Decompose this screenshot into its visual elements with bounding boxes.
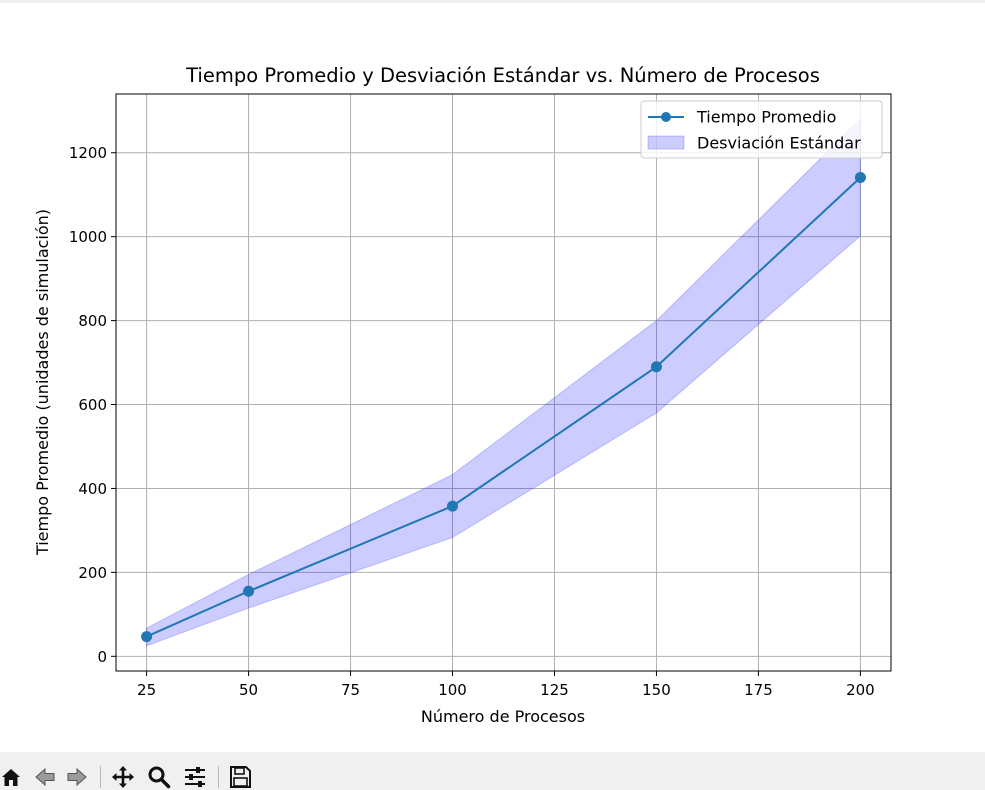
x-tick-label: 75: [341, 681, 360, 699]
back-button[interactable]: [32, 764, 58, 790]
std-band: [146, 117, 861, 647]
data-point: [854, 172, 866, 184]
data-point: [650, 361, 662, 373]
arrow-left-icon: [35, 767, 55, 787]
x-tick-label: 100: [438, 681, 467, 699]
std-band-area: [146, 117, 861, 647]
legend-label-band: Desviación Estándar: [697, 134, 861, 153]
save-button[interactable]: [227, 764, 253, 790]
x-axis-ticks: 25 50 75 100 125 150 175 200: [137, 671, 875, 699]
pan-button[interactable]: [110, 764, 136, 790]
x-tick-label: 200: [846, 681, 875, 699]
x-tick-label: 150: [642, 681, 671, 699]
move-icon: [112, 766, 134, 788]
toolbar-separator: [218, 766, 219, 788]
data-point: [243, 585, 255, 597]
y-tick-label: 400: [78, 480, 107, 498]
grid: [116, 94, 891, 671]
series-markers: [141, 172, 866, 643]
y-tick-label: 600: [78, 396, 107, 414]
navigation-toolbar: [0, 752, 985, 790]
floppy-disk-icon: [230, 766, 251, 788]
data-point: [447, 500, 459, 512]
window-top-strip: [0, 0, 985, 3]
configure-button[interactable]: [182, 764, 208, 790]
legend-box: [640, 100, 883, 159]
forward-button[interactable]: [64, 764, 90, 790]
y-tick-label: 1000: [69, 228, 107, 246]
y-tick-label: 1200: [69, 144, 107, 162]
y-tick-label: 200: [78, 564, 107, 582]
y-axis-ticks: 0 200 400 600 800 1000 1200: [69, 144, 116, 666]
y-tick-label: 800: [78, 312, 107, 330]
data-point: [141, 631, 153, 643]
legend-band-swatch: [647, 135, 685, 150]
chart-title: Tiempo Promedio y Desviación Estándar vs…: [185, 64, 820, 87]
legend-label-line: Tiempo Promedio: [696, 108, 836, 127]
home-button[interactable]: [0, 764, 24, 790]
chart: 25 50 75 100 125 150 175 200 0 200 400 600 800 1000 1…: [33, 64, 892, 726]
x-axis-label: Número de Procesos: [421, 707, 585, 726]
figure-canvas: 25 50 75 100 125 150 175 200 0 200 400 600 800 1000 1…: [33, 64, 892, 726]
arrow-right-icon: [67, 767, 87, 787]
legend-marker-swatch: [661, 112, 671, 122]
home-icon: [2, 769, 20, 786]
magnifier-icon: [148, 766, 171, 789]
zoom-button[interactable]: [146, 764, 172, 790]
toolbar-separator: [100, 766, 101, 788]
x-tick-label: 175: [744, 681, 773, 699]
axes-frame: [115, 93, 892, 672]
legend: Tiempo Promedio Desviación Estándar: [640, 100, 883, 159]
x-tick-label: 125: [540, 681, 569, 699]
y-tick-label: 0: [97, 648, 107, 666]
sliders-icon: [185, 767, 205, 787]
x-tick-label: 25: [137, 681, 156, 699]
y-axis-label: Tiempo Promedio (unidades de simulación): [33, 209, 52, 556]
x-tick-label: 50: [239, 681, 258, 699]
